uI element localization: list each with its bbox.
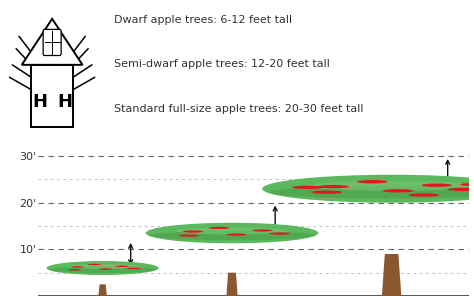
Circle shape [318, 185, 349, 188]
Polygon shape [98, 284, 107, 296]
Circle shape [209, 227, 229, 229]
Ellipse shape [146, 223, 319, 243]
Circle shape [356, 180, 388, 184]
Ellipse shape [150, 231, 314, 240]
Ellipse shape [46, 261, 159, 275]
Circle shape [226, 234, 246, 236]
Circle shape [311, 191, 342, 194]
Circle shape [269, 232, 290, 235]
Circle shape [99, 268, 112, 270]
Text: Dwarf apple trees: 6-12 feet tall: Dwarf apple trees: 6-12 feet tall [114, 15, 292, 25]
Polygon shape [22, 19, 82, 65]
Text: H: H [57, 93, 72, 111]
FancyBboxPatch shape [31, 65, 73, 127]
Circle shape [116, 266, 129, 267]
Ellipse shape [66, 264, 139, 269]
Circle shape [71, 266, 84, 268]
Ellipse shape [262, 175, 474, 203]
Circle shape [292, 186, 323, 189]
Text: H: H [32, 93, 47, 111]
Circle shape [409, 193, 439, 197]
FancyBboxPatch shape [43, 29, 61, 56]
Circle shape [383, 189, 414, 192]
Polygon shape [382, 254, 401, 296]
Circle shape [179, 234, 199, 237]
Text: Standard full-size apple trees: 20-30 feet tall: Standard full-size apple trees: 20-30 fe… [114, 104, 363, 114]
Ellipse shape [49, 267, 156, 273]
Circle shape [421, 184, 453, 187]
Circle shape [88, 264, 101, 265]
Ellipse shape [308, 181, 474, 191]
Circle shape [460, 183, 474, 186]
Circle shape [252, 229, 273, 231]
Circle shape [68, 269, 82, 271]
Circle shape [127, 268, 140, 269]
Circle shape [183, 230, 203, 233]
Text: Semi-dwarf apple trees: 12-20 feet tall: Semi-dwarf apple trees: 12-20 feet tall [114, 59, 329, 69]
Polygon shape [227, 273, 237, 296]
Circle shape [447, 188, 474, 191]
Ellipse shape [269, 186, 474, 199]
Ellipse shape [176, 227, 288, 234]
